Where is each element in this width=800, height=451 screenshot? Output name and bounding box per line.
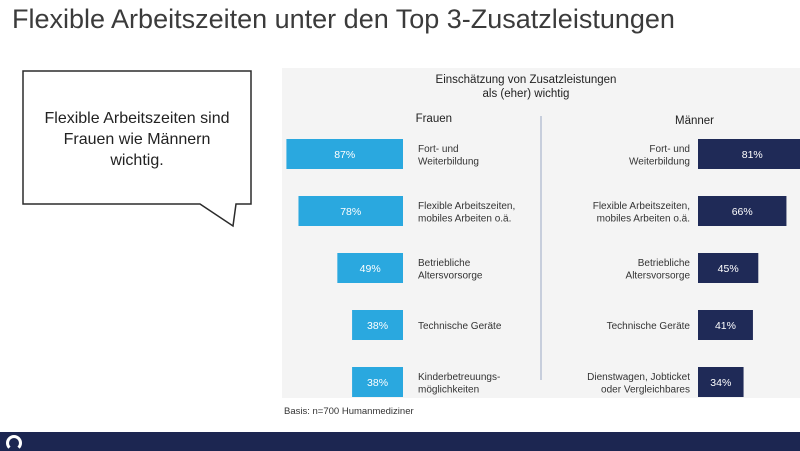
bar-maenner	[698, 367, 744, 397]
bar-chart: Einschätzung von Zusatzleistungen als (eh…	[286, 74, 800, 397]
category-label-maenner: mobiles Arbeiten o.ä.	[597, 213, 690, 224]
panel-header-frauen: Frauen	[416, 113, 452, 125]
category-label-frauen: Kinderbetreuungs-	[418, 372, 500, 383]
bar-frauen	[337, 253, 403, 283]
chart-title-line: Einschätzung von Zusatzleistungen	[436, 74, 617, 86]
footer-bar	[0, 432, 800, 451]
category-label-frauen: mobiles Arbeiten o.ä.	[418, 213, 511, 224]
category-label-frauen: Fort- und	[418, 144, 459, 155]
bar-label-maenner: 81%	[742, 149, 763, 161]
bar-frauen	[286, 139, 403, 169]
logo-icon	[6, 435, 22, 451]
speech-bubble-line: Flexible Arbeitszeiten sind	[44, 110, 230, 127]
bar-frauen	[352, 367, 403, 397]
bar-label-frauen: 38%	[367, 377, 388, 389]
bar-label-maenner: 41%	[715, 320, 736, 332]
category-label-maenner: Weiterbildung	[629, 156, 690, 167]
bar-maenner	[698, 253, 759, 283]
speech-bubble-shape	[22, 70, 252, 228]
category-label-frauen: Betriebliche	[418, 258, 471, 269]
speech-bubble-line: Frauen wie Männern	[63, 131, 211, 148]
bar-label-maenner: 34%	[710, 377, 731, 389]
chart-panel: Einschätzung von Zusatzleistungen als (eh…	[282, 68, 800, 398]
category-label-maenner: Dienstwagen, Jobticket	[587, 372, 690, 383]
bar-label-maenner: 66%	[732, 206, 753, 218]
category-label-frauen: Altersvorsorge	[418, 270, 483, 281]
bar-label-frauen: 78%	[340, 206, 361, 218]
category-label-maenner: Betriebliche	[638, 258, 691, 269]
category-label-frauen: Flexible Arbeitszeiten,	[418, 201, 515, 212]
category-label-maenner: Fort- und	[649, 144, 690, 155]
bar-label-frauen: 38%	[367, 320, 388, 332]
speech-bubble-line: wichtig.	[110, 152, 164, 169]
category-label-frauen: Weiterbildung	[418, 156, 479, 167]
category-label-frauen: Technische Geräte	[418, 321, 502, 332]
bar-maenner	[698, 310, 753, 340]
bar-frauen	[352, 310, 403, 340]
bar-label-maenner: 45%	[718, 263, 739, 275]
category-label-maenner: Altersvorsorge	[626, 270, 691, 281]
bar-label-frauen: 49%	[360, 263, 381, 275]
category-label-maenner: Technische Geräte	[607, 321, 691, 332]
bar-maenner	[698, 139, 800, 169]
bar-maenner	[698, 196, 787, 226]
speech-bubble: Flexible Arbeitszeiten sind Frauen wie M…	[22, 70, 252, 230]
category-label-frauen: möglichkeiten	[418, 384, 479, 395]
chart-title-line: als (eher) wichtig	[483, 88, 570, 100]
category-label-maenner: Flexible Arbeitszeiten,	[593, 201, 690, 212]
speech-bubble-text: Flexible Arbeitszeiten sind Frauen wie M…	[30, 108, 244, 171]
slide-title: Flexible Arbeitszeiten unter den Top 3-Z…	[12, 4, 675, 34]
footnote: Basis: n=700 Humanmediziner	[284, 406, 414, 417]
category-label-maenner: oder Vergleichbares	[601, 384, 690, 395]
bar-label-frauen: 87%	[334, 149, 355, 161]
panel-header-maenner: Männer	[675, 115, 714, 127]
bar-frauen	[298, 196, 403, 226]
